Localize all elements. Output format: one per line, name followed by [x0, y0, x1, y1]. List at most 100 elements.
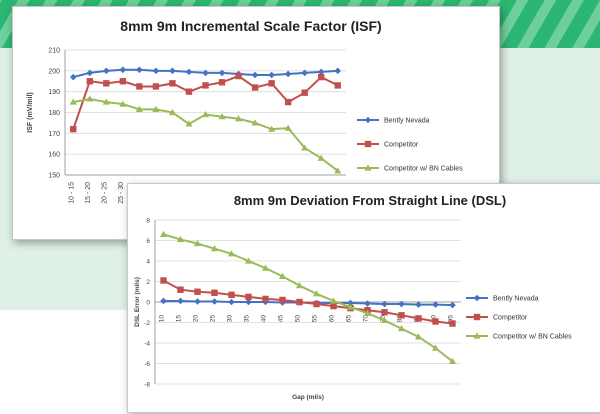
data-point — [202, 82, 209, 89]
data-point — [169, 67, 176, 75]
data-point — [244, 257, 253, 264]
legend-entry: Competitor — [466, 313, 528, 322]
data-point — [70, 125, 77, 133]
data-point — [136, 83, 143, 90]
data-point — [228, 291, 235, 299]
legend-marker — [473, 313, 481, 321]
dsl-chart-card: 8mm 9m Deviation From Straight Line (DSL… — [127, 183, 600, 413]
data-point — [279, 296, 286, 304]
data-point — [301, 144, 309, 151]
data-point — [381, 309, 388, 316]
legend-marker — [473, 332, 481, 339]
data-point — [86, 95, 94, 102]
series-competitor — [70, 72, 341, 133]
isf-chart: 8mm 9m Incremental Scale Factor (ISF) 150… — [27, 18, 463, 204]
x-tick-label: 40 — [261, 315, 268, 323]
data-point — [448, 357, 457, 365]
x-tick-label: 10 - 15 — [68, 182, 75, 204]
data-point — [268, 80, 275, 87]
x-tick-label: 15 - 20 — [85, 182, 92, 204]
series-line — [163, 233, 454, 363]
data-point — [119, 100, 127, 107]
legend-marker — [364, 140, 372, 148]
data-point — [278, 272, 287, 279]
data-point — [177, 286, 184, 293]
data-point — [160, 297, 167, 305]
data-point — [295, 282, 304, 289]
data-point — [152, 105, 160, 112]
y-tick-label: 200 — [48, 68, 60, 75]
y-tick-label: 6 — [146, 238, 150, 245]
x-axis-label: Gap (mils) — [292, 394, 324, 401]
data-point — [227, 250, 236, 257]
data-point — [449, 320, 456, 327]
data-point — [102, 98, 110, 105]
plot-area — [69, 66, 342, 174]
legend-label: Competitor — [384, 142, 419, 149]
data-point — [397, 325, 406, 332]
x-tick-label: 20 - 25 — [101, 182, 108, 204]
data-point — [211, 289, 218, 296]
data-point — [234, 115, 243, 122]
data-point — [201, 110, 210, 118]
y-tick-label: 8 — [146, 218, 150, 225]
data-point — [334, 67, 342, 75]
data-point — [228, 298, 235, 306]
data-point — [284, 124, 292, 131]
x-tick-label: 25 - 30 — [118, 182, 125, 204]
x-tick-label: 70 — [363, 315, 370, 323]
legend-entry: Bently Nevada — [357, 116, 430, 125]
x-tick-label: 95 — [448, 315, 455, 323]
plot-area — [159, 230, 457, 365]
data-point — [168, 108, 177, 116]
data-point — [69, 73, 77, 81]
data-point — [245, 293, 252, 301]
data-point — [245, 298, 252, 306]
data-point — [177, 297, 184, 305]
data-point — [301, 89, 308, 96]
x-tick-label: 25 — [210, 315, 217, 323]
data-point — [211, 298, 218, 305]
data-point — [185, 88, 193, 95]
data-point — [176, 235, 185, 243]
data-point — [119, 66, 127, 74]
y-axis-label: DSL Error (mils) — [134, 277, 141, 327]
legend-entry: Competitor w/ BN Cables — [357, 164, 463, 173]
x-tick-label: 15 — [176, 315, 183, 323]
x-tick-label: 60 — [329, 315, 336, 323]
y-tick-label: 210 — [48, 48, 60, 55]
data-point — [169, 80, 176, 87]
data-point — [185, 68, 193, 76]
data-point — [334, 82, 341, 89]
legend-entry: Competitor w/ BN Cables — [466, 332, 572, 341]
chart-title: 8mm 9m Incremental Scale Factor (ISF) — [120, 18, 381, 34]
data-point — [86, 69, 94, 77]
data-point — [119, 78, 127, 85]
data-point — [194, 298, 201, 305]
data-point — [431, 344, 440, 351]
y-tick-label: 150 — [48, 173, 60, 180]
data-point — [103, 80, 110, 87]
legend-marker — [473, 294, 481, 302]
y-tick-label: 160 — [48, 152, 60, 159]
data-point — [262, 295, 269, 303]
data-point — [135, 105, 143, 112]
data-point — [103, 67, 110, 75]
data-point — [202, 69, 209, 77]
series-competitor-w-bn-cables — [159, 230, 457, 365]
data-point — [432, 301, 439, 308]
y-tick-label: -2 — [144, 320, 150, 327]
x-tick-label: 35 — [244, 315, 251, 323]
legend-entry: Bently Nevada — [466, 294, 539, 303]
data-point — [364, 300, 371, 307]
chart-title: 8mm 9m Deviation From Straight Line (DSL… — [234, 193, 506, 208]
data-point — [301, 69, 308, 77]
data-point — [193, 239, 202, 247]
data-point — [159, 230, 168, 237]
data-point — [317, 154, 325, 161]
data-point — [414, 333, 423, 340]
x-tick-label: 30 — [227, 315, 234, 323]
data-point — [210, 245, 219, 252]
data-point — [185, 120, 193, 127]
series-competitor-w-bn-cables — [69, 95, 342, 174]
